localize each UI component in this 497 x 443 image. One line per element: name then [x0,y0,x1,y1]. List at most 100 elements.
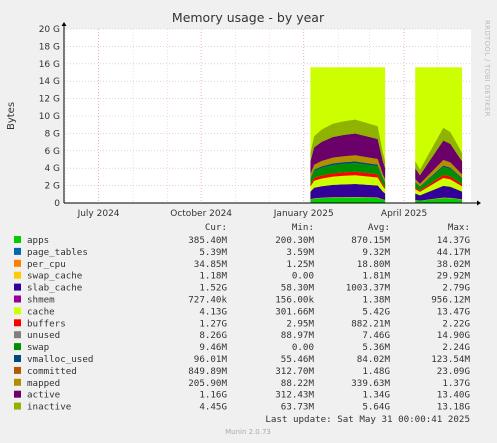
legend-value-max: 1.37G [442,378,470,389]
legend-label: per_cpu [27,259,66,270]
legend-swatch [14,283,21,291]
legend-value-avg: 84.02M [357,354,391,365]
legend-label: apps [27,235,49,246]
area-slab-cache [415,185,463,201]
legend-label: active [27,390,60,401]
legend-value-cur: 8.26G [199,330,227,341]
legend-value-cur: 34.85M [194,259,228,270]
x-tick-label: January 2025 [273,209,334,219]
y-tick-label: 8 G [44,129,60,139]
legend-value-cur: 1.18M [199,271,227,282]
legend-value-max: 2.79G [442,283,470,294]
legend-value-avg: 1.34G [362,390,390,401]
legend-swatch [14,236,21,243]
y-tick-label: 16 G [39,60,60,70]
legend-value-max: 123.54M [431,354,470,365]
legend-value-avg: 1.81M [362,271,390,282]
y-tick-label: 0 [54,199,60,209]
legend-label: swap [27,342,49,353]
legend-value-cur: 849.89M [188,366,227,377]
legend-value-avg: 1.48G [362,366,390,377]
legend-value-max: 956.12M [431,295,470,306]
legend-value-min: 63.73M [281,402,315,413]
legend-value-cur: 385.40M [188,235,227,246]
legend-header: Max: [448,222,470,233]
area-page-tables [415,198,463,201]
legend-label: vmalloc_used [27,354,93,365]
legend-value-cur: 1.52G [199,283,227,294]
legend-value-max: 14.37G [437,235,470,246]
legend-label: inactive [27,402,71,413]
x-axis-arrow-icon [477,200,481,206]
legend-value-max: 29.92M [437,271,471,282]
legend-value-avg: 882.21M [351,318,390,329]
legend-value-min: 88.22M [281,378,315,389]
y-tick-label: 20 G [39,25,60,35]
legend-swatch [14,402,21,410]
area-cache [310,175,386,194]
legend-value-min: 1.25M [286,259,314,270]
area-swap [415,167,463,191]
y-tick-label: 14 G [39,77,60,87]
legend-value-max: 38.02M [437,259,471,270]
legend-value-cur: 4.45G [199,402,227,413]
rrdtool-credit: RRDTOOL / TOBI OETIKER [483,20,491,117]
legend-header: Min: [292,222,314,233]
area-mapped [310,155,386,183]
legend-value-min: 156.00k [275,295,314,306]
plot-area: 0 2 G 4 G 6 G 8 G 10 G 12 G 14 G 16 G 18 G 20 G Jul… [39,22,481,219]
legend-value-max: 2.22G [442,318,470,329]
legend-swatch [14,259,21,267]
legend-value-avg: 5.64G [362,402,390,413]
legend-value-max: 14.90G [437,330,470,341]
legend: Cur: Min: Avg: Max: apps 385.40M 200.30M 870.15… [14,222,470,413]
legend-label: slab_cache [27,283,82,294]
area-slab-cache [310,183,386,200]
legend-value-max: 13.40G [437,390,470,401]
legend-value-avg: 870.15M [351,235,390,246]
area-per-cpu [415,197,463,201]
legend-value-cur: 4.13G [199,306,227,317]
area-vmalloc-used [415,165,463,188]
legend-value-max: 23.09G [437,366,470,377]
legend-value-min: 312.43M [275,390,314,401]
legend-swatch [14,378,21,386]
legend-value-avg: 339.63M [351,378,390,389]
area-buffers [310,171,386,190]
legend-value-min: 312.70M [275,366,314,377]
legend-value-min: 301.66M [275,306,314,317]
legend-value-min: 200.30M [275,235,314,246]
y-tick-label: 18 G [39,42,60,52]
area-buffers [415,174,463,192]
legend-value-min: 0.00 [292,342,314,353]
legend-swatch [14,390,21,398]
legend-label: cache [27,306,55,317]
legend-swatch [14,247,21,255]
legend-swatch [14,331,21,339]
chart-title: Memory usage - by year [172,10,325,25]
legend-value-avg: 7.46G [362,330,390,341]
legend-value-avg: 5.42G [362,306,390,317]
area-inactive [310,119,386,169]
y-axis-label: Bytes [6,102,17,130]
area-apps [310,197,386,203]
area-cache [415,178,463,196]
area-active [310,133,386,180]
legend-value-min: 55.46M [281,354,315,365]
area-apps [415,198,463,203]
legend-value-max: 2.24G [442,342,470,353]
legend-value-max: 13.47G [437,306,470,317]
legend-value-max: 44.17M [437,247,471,258]
legend-swatch [14,343,21,351]
legend-label: committed [27,366,77,377]
legend-label: swap_cache [27,271,82,282]
legend-value-min: 2.95M [286,318,314,329]
legend-value-avg: 9.32M [362,247,390,258]
legend-value-avg: 1.38M [362,295,390,306]
munin-version: Munin 2.0.73 [225,428,271,436]
legend-header: Cur: [205,222,227,233]
area-mapped [415,160,463,187]
legend-label: buffers [27,318,66,329]
y-tick-label: 4 G [44,164,60,174]
